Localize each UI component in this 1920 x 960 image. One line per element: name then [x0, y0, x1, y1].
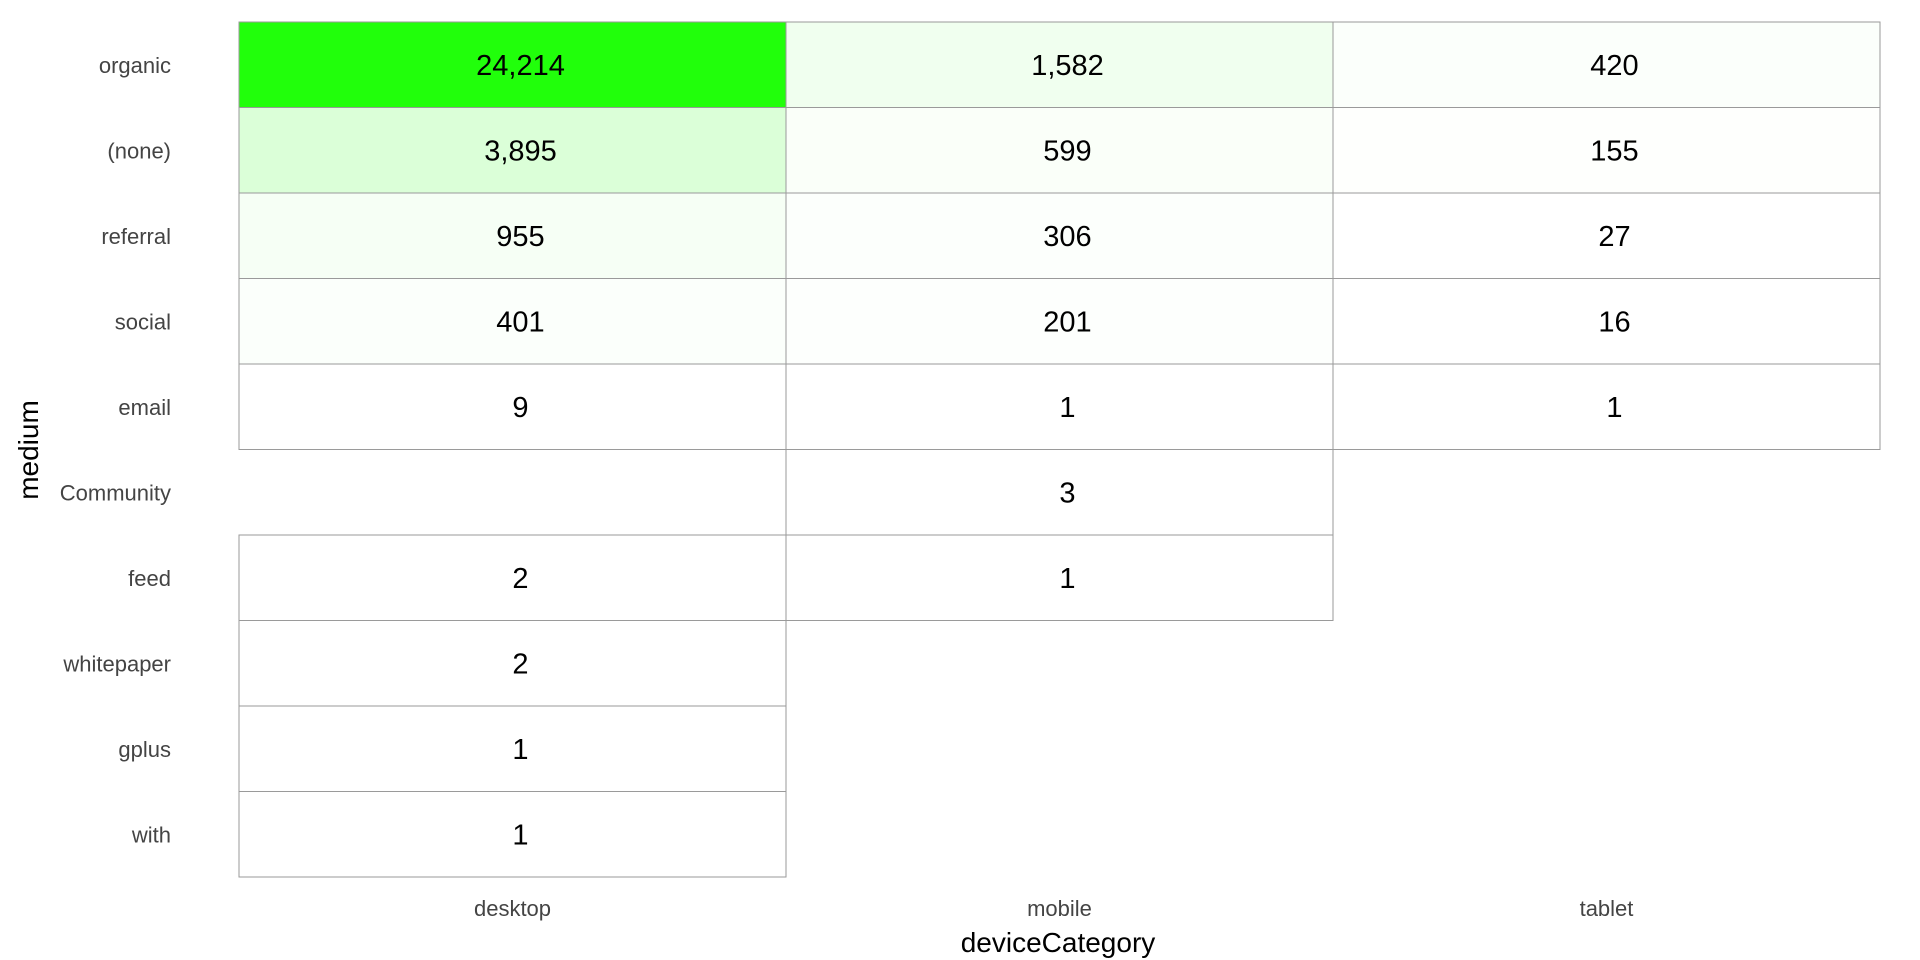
heatmap-cell-organic-desktop	[238, 21, 787, 108]
y-tick-label-with: with	[131, 822, 171, 847]
cell-value-label-organic-mobile: 1,582	[1031, 50, 1104, 82]
cell-value-label-gplus-desktop: 1	[512, 734, 528, 766]
cell-value-label-community-mobile: 3	[1059, 477, 1075, 509]
cell-value-label-referral-tablet: 27	[1598, 221, 1630, 253]
heatmap-cell-none-tablet	[1332, 107, 1881, 194]
cell-value-label-whitepaper-desktop: 2	[512, 648, 528, 680]
heatmap-cell-with-desktop	[238, 791, 787, 878]
y-axis-title: medium	[13, 400, 44, 500]
x-tick-label-mobile: mobile	[1027, 896, 1092, 921]
heatmap-cell-email-tablet	[1332, 363, 1881, 450]
cell-value-label-none-tablet: 155	[1590, 135, 1638, 167]
y-axis-tick-labels: organic (none) referral social email Communit…	[60, 53, 171, 848]
y-tick-label-whitepaper: whitepaper	[62, 651, 171, 676]
cell-value-label-email-desktop: 9	[512, 392, 528, 424]
heatmap-cell-social-tablet	[1332, 278, 1881, 365]
cell-value-label-feed-mobile: 1	[1059, 563, 1075, 595]
cell-value-label-organic-tablet: 420	[1590, 50, 1638, 82]
cell-value-label-none-mobile: 599	[1043, 135, 1091, 167]
heatmap-cell-social-desktop	[238, 278, 787, 365]
cell-value-label-email-mobile: 1	[1059, 392, 1075, 424]
heatmap-cell-gplus-desktop	[238, 705, 787, 792]
heatmap-cell-organic-tablet	[1332, 21, 1881, 108]
y-tick-label-email: email	[118, 395, 171, 420]
heatmap-cell-community-mobile	[785, 449, 1334, 536]
cell-value-label-email-tablet: 1	[1606, 392, 1622, 424]
cell-value-label-referral-desktop: 955	[496, 221, 544, 253]
heatmap-cell-email-desktop	[238, 363, 787, 450]
heatmap-cell-none-desktop	[238, 107, 787, 194]
y-tick-label-organic: organic	[99, 53, 171, 78]
y-tick-label-none: (none)	[107, 138, 171, 163]
y-tick-label-social: social	[115, 309, 171, 334]
heatmap-cell-whitepaper-desktop	[238, 620, 787, 707]
heatmap-cell-referral-desktop	[238, 192, 787, 279]
cell-value-label-feed-desktop: 2	[512, 563, 528, 595]
heatmap-cells	[238, 21, 1881, 878]
heatmap-cell-labels: 24,214 1,582 420 3,895 599 155 955 306 27 401 201 1…	[476, 50, 1639, 852]
y-tick-label-gplus: gplus	[118, 737, 171, 762]
x-tick-label-tablet: tablet	[1580, 896, 1634, 921]
cell-value-label-social-mobile: 201	[1043, 306, 1091, 338]
x-axis-title: deviceCategory	[961, 927, 1156, 958]
cell-value-label-social-tablet: 16	[1598, 306, 1630, 338]
y-tick-label-community: Community	[60, 480, 171, 505]
heatmap-cell-feed-mobile	[785, 534, 1334, 621]
y-tick-label-feed: feed	[128, 566, 171, 591]
heatmap-cell-feed-desktop	[238, 534, 787, 621]
cell-value-label-social-desktop: 401	[496, 306, 544, 338]
cell-value-label-referral-mobile: 306	[1043, 221, 1091, 253]
heatmap-cell-email-mobile	[785, 363, 1334, 450]
heatmap-cell-organic-mobile	[785, 21, 1334, 108]
heatmap-cell-none-mobile	[785, 107, 1334, 194]
x-tick-label-desktop: desktop	[474, 896, 551, 921]
x-axis-tick-labels: desktop mobile tablet	[474, 896, 1633, 921]
heatmap-cell-referral-mobile	[785, 192, 1334, 279]
cell-value-label-organic-desktop: 24,214	[476, 50, 565, 82]
y-tick-label-referral: referral	[101, 224, 171, 249]
cell-value-label-with-desktop: 1	[512, 819, 528, 851]
cell-value-label-none-desktop: 3,895	[484, 135, 557, 167]
